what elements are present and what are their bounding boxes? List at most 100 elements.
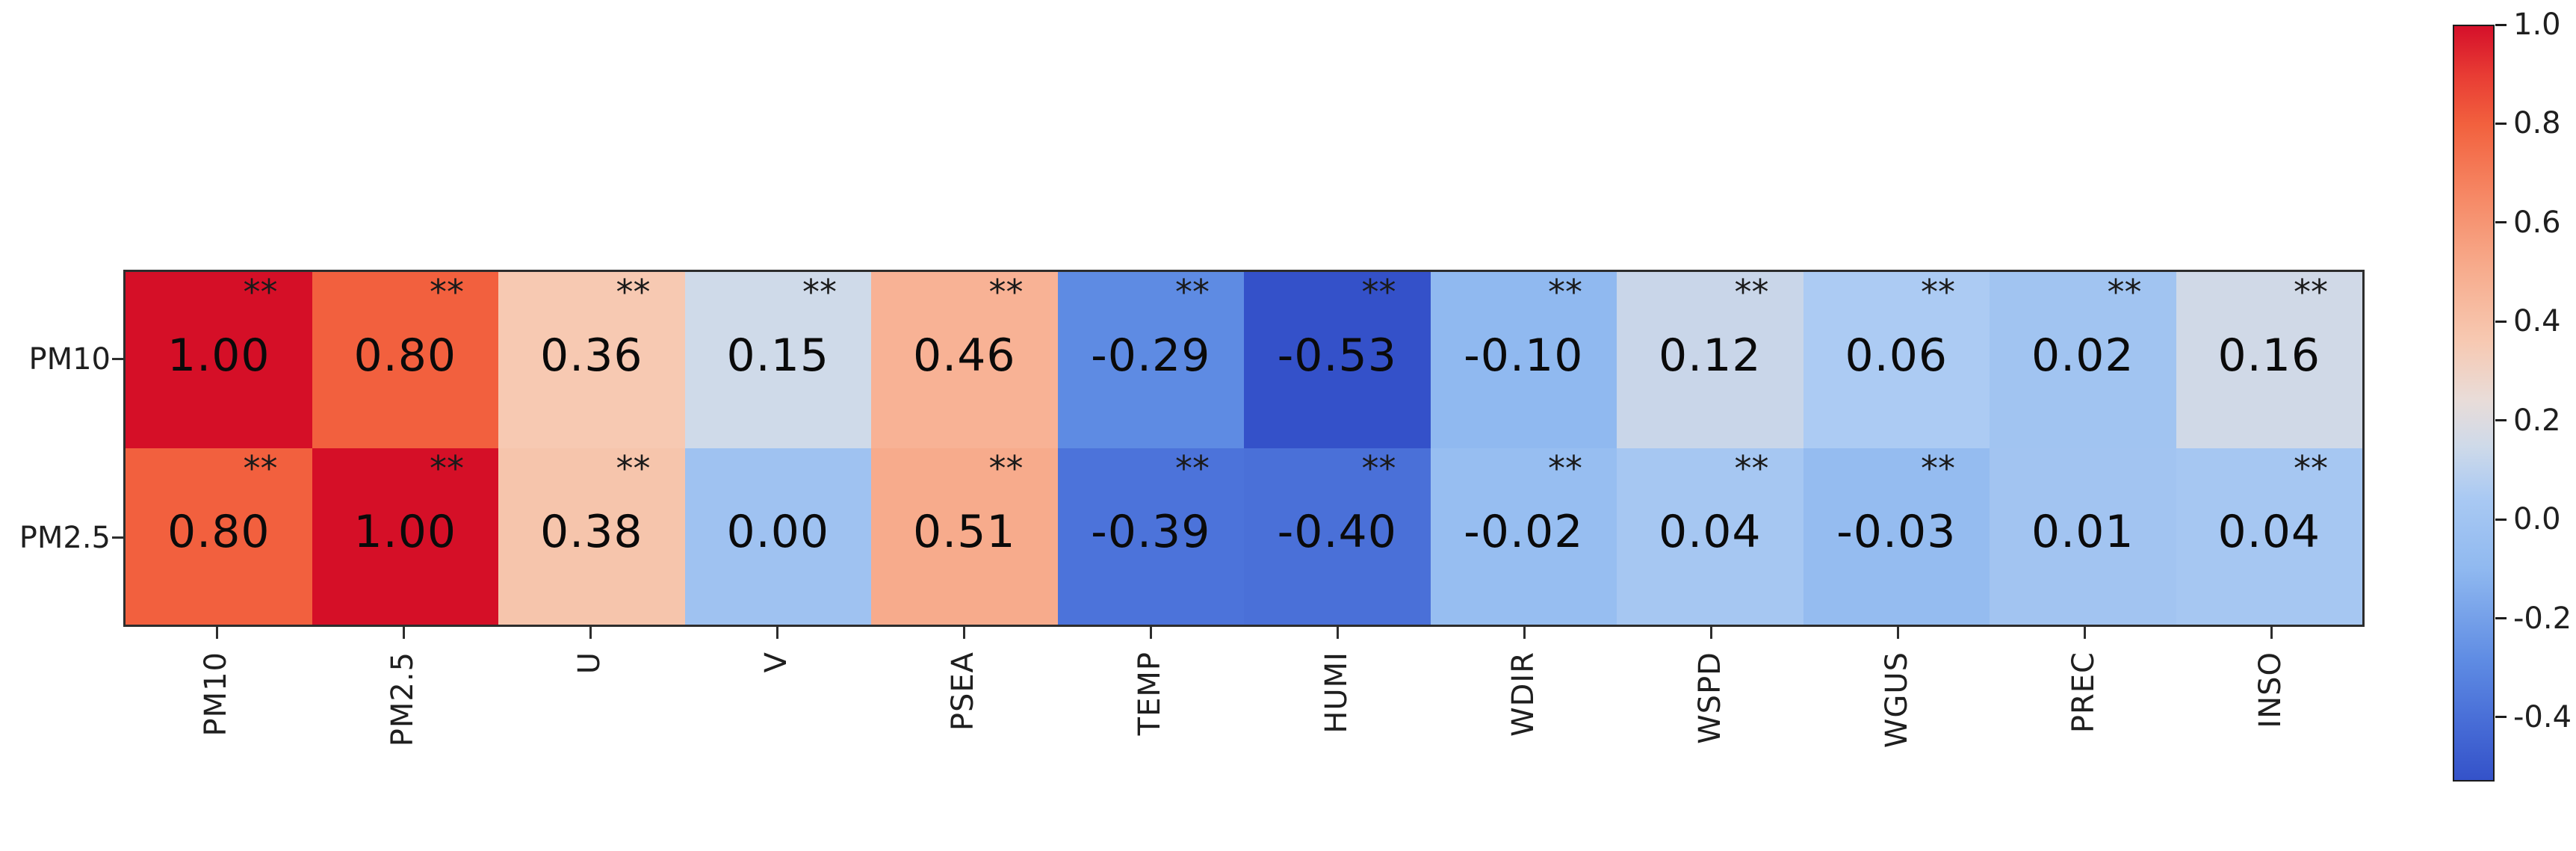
significance-stars: ** [1921, 448, 1955, 489]
cell-value: 0.15 [726, 329, 830, 382]
cell-value: 1.00 [353, 506, 457, 558]
colorbar-tick-mark [2495, 617, 2507, 619]
colorbar-tick-label-0.6: 0.6 [2513, 205, 2561, 240]
x-tick-label-V: V [759, 652, 793, 673]
heatmap-cell-PM10-WGUS: 0.06 ** [1803, 272, 1990, 448]
significance-stars: ** [430, 272, 464, 312]
x-tick-mark [1896, 627, 1899, 639]
colorbar-tick-label-0.2: 0.2 [2513, 403, 2561, 438]
colorbar-gradient [2453, 25, 2495, 782]
cell-value: 0.80 [167, 506, 270, 558]
cell-value: 0.01 [2031, 506, 2134, 558]
heatmap-cell-PM2.5-WSPD: 0.04 ** [1617, 448, 1803, 625]
significance-stars: ** [1361, 272, 1396, 312]
heatmap-cell-PM10-V: 0.15 ** [684, 272, 871, 448]
significance-stars: ** [243, 272, 278, 312]
colorbar-tick-label--0.4: -0.4 [2513, 699, 2572, 734]
heatmap-cell-PM2.5-PSEA: 0.51 ** [871, 448, 1058, 625]
cell-value: -0.10 [1464, 329, 1584, 382]
significance-stars: ** [1921, 272, 1955, 312]
y-tick-mark [112, 358, 123, 360]
heatmap-cell-PM10-PREC: 0.02 ** [1990, 272, 2176, 448]
cell-value: 0.80 [353, 329, 457, 382]
heatmap-cell-PM2.5-V: 0.00 [684, 448, 871, 625]
heatmap-cell-PM2.5-HUMI: -0.40 ** [1244, 448, 1431, 625]
cell-value: 1.00 [167, 329, 270, 382]
cell-value: 0.16 [2217, 329, 2321, 382]
significance-stars: ** [243, 448, 278, 489]
cell-value: 0.00 [726, 506, 830, 558]
x-tick-label-PREC: PREC [2066, 652, 2101, 734]
x-tick-label-U: U [572, 652, 607, 675]
heatmap-cell-PM2.5-U: 0.38 ** [498, 448, 685, 625]
heatmap-plot: 1.00 ** 0.80 ** 0.36 ** 0.15 ** 0.46 ** -0.29 ** -0.… [123, 270, 2365, 627]
cell-value: 0.12 [1658, 329, 1762, 382]
x-tick-mark [402, 627, 405, 639]
significance-stars: ** [2107, 272, 2142, 312]
significance-stars: ** [2294, 448, 2328, 489]
significance-stars: ** [988, 272, 1024, 312]
x-tick-mark [215, 627, 218, 639]
significance-stars: ** [1548, 448, 1582, 489]
colorbar-tick-label-0.8: 0.8 [2513, 106, 2561, 141]
colorbar-tick-label-0.4: 0.4 [2513, 304, 2561, 339]
cell-value: -0.39 [1091, 506, 1211, 558]
cell-value: 0.36 [539, 329, 643, 382]
cell-value: -0.02 [1464, 506, 1584, 558]
significance-stars: ** [988, 448, 1024, 489]
cell-value: 0.46 [912, 329, 1016, 382]
cell-value: -0.40 [1277, 506, 1397, 558]
x-tick-label-HUMI: HUMI [1319, 652, 1354, 734]
x-tick-mark [962, 627, 965, 639]
x-tick-mark [1149, 627, 1152, 639]
significance-stars: ** [430, 448, 464, 489]
heatmap-cell-PM2.5-PREC: 0.01 [1990, 448, 2176, 625]
heatmap-cell-PM10-PM2.5: 0.80 ** [312, 272, 498, 448]
colorbar-tick-mark [2495, 518, 2507, 521]
significance-stars: ** [1175, 272, 1210, 312]
significance-stars: ** [802, 272, 837, 312]
significance-stars: ** [1734, 448, 1769, 489]
cell-value: 0.02 [2031, 329, 2134, 382]
x-tick-label-WDIR: WDIR [1506, 652, 1541, 737]
heatmap-cell-PM2.5-PM10: 0.80 ** [126, 448, 312, 625]
heatmap-cell-PM10-WDIR: -0.10 ** [1430, 272, 1617, 448]
x-tick-mark [2083, 627, 2086, 639]
x-tick-label-WGUS: WGUS [1880, 652, 1914, 749]
colorbar-tick-label--0.2: -0.2 [2513, 601, 2572, 636]
x-tick-label-WSPD: WSPD [1693, 652, 1727, 744]
x-tick-label-PM2.5: PM2.5 [386, 652, 420, 747]
colorbar-tick-mark [2495, 221, 2507, 224]
heatmap-cell-PM2.5-TEMP: -0.39 ** [1057, 448, 1244, 625]
cell-value: 0.38 [539, 506, 643, 558]
heatmap-cell-PM2.5-INSO: 0.04 ** [2176, 448, 2362, 625]
x-tick-mark [1709, 627, 1712, 639]
x-tick-label-PSEA: PSEA [946, 652, 980, 731]
colorbar-tick-mark [2495, 716, 2507, 719]
cell-value: -0.03 [1836, 506, 1957, 558]
cell-value: 0.04 [2217, 506, 2321, 558]
x-tick-label-PM10: PM10 [199, 652, 233, 737]
significance-stars: ** [1361, 448, 1396, 489]
cell-value: 0.06 [1845, 329, 1948, 382]
cell-value: -0.29 [1091, 329, 1211, 382]
significance-stars: ** [1734, 272, 1769, 312]
significance-stars: ** [2294, 272, 2328, 312]
significance-stars: ** [1175, 448, 1210, 489]
cell-value: 0.51 [912, 506, 1016, 558]
heatmap-cell-PM10-INSO: 0.16 ** [2176, 272, 2362, 448]
heatmap-cell-PM10-WSPD: 0.12 ** [1617, 272, 1803, 448]
y-tick-mark [112, 536, 123, 539]
colorbar-tick-mark [2495, 320, 2507, 323]
y-tick-label-PM10: PM10 [28, 341, 111, 377]
x-tick-label-INSO: INSO [2253, 652, 2288, 728]
heatmap-cell-PM2.5-PM2.5: 1.00 ** [312, 448, 498, 625]
cell-value: -0.53 [1277, 329, 1397, 382]
colorbar-tick-label-1.0: 1.0 [2513, 7, 2561, 42]
colorbar-tick-mark [2495, 23, 2507, 26]
x-tick-mark [1523, 627, 1526, 639]
colorbar-tick-mark [2495, 419, 2507, 422]
significance-stars: ** [616, 272, 651, 312]
colorbar-tick-label-0.0: 0.0 [2513, 502, 2561, 537]
